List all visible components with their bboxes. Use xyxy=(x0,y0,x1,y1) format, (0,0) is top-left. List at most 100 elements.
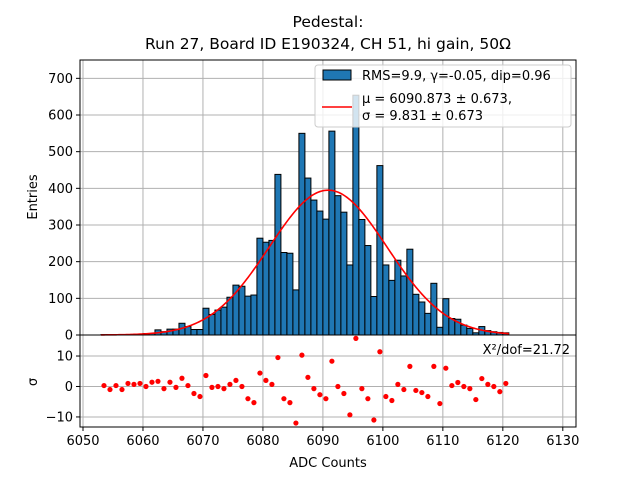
histogram-bar xyxy=(460,324,468,336)
x-tick-label: 6130 xyxy=(546,434,579,449)
x-tick-label: 6090 xyxy=(306,434,339,449)
residual-point xyxy=(353,335,359,341)
residual-point xyxy=(293,420,299,426)
residual-point xyxy=(167,379,173,385)
residual-point xyxy=(161,386,167,392)
histogram-bar xyxy=(376,165,384,336)
histogram-bar xyxy=(196,329,204,336)
histogram-bar xyxy=(226,296,234,336)
chart-title-line1: Pedestal: xyxy=(293,13,364,31)
residual-point xyxy=(119,386,125,393)
histogram-bar xyxy=(430,282,438,336)
x-tick-label: 6120 xyxy=(486,434,519,449)
residual-point xyxy=(437,400,443,407)
residual-point xyxy=(239,383,245,390)
residual-axes-frame xyxy=(79,334,577,428)
residual-point xyxy=(299,352,305,358)
histogram-bar xyxy=(208,313,216,336)
y-tick-label: 400 xyxy=(48,182,73,197)
residual-point xyxy=(131,381,137,387)
histogram-bar xyxy=(328,130,336,336)
histogram-bar xyxy=(340,211,348,336)
chart-title-line2: Run 27, Board ID E190324, CH 51, hi gain… xyxy=(145,35,511,53)
residual-point xyxy=(185,382,191,389)
histogram-bar xyxy=(238,285,246,336)
histogram-bar xyxy=(268,239,276,336)
histogram-bar xyxy=(352,94,360,336)
histogram-bar xyxy=(310,199,318,336)
residual-point xyxy=(431,363,437,369)
residual-point xyxy=(449,382,455,389)
residual-point xyxy=(413,387,419,394)
residual-point xyxy=(473,396,479,403)
residual-point xyxy=(347,412,353,418)
residual-point xyxy=(269,381,275,387)
legend-box xyxy=(314,64,572,128)
x-tick-label: 6060 xyxy=(126,434,159,449)
residual-point xyxy=(395,381,401,387)
histogram-bar xyxy=(412,293,420,336)
residual-point xyxy=(257,370,263,376)
residual-point xyxy=(485,381,491,387)
residual-points xyxy=(101,335,509,426)
histogram-bar xyxy=(256,237,264,336)
residual-point xyxy=(113,382,119,389)
residual-point xyxy=(425,393,431,400)
residual-point xyxy=(143,383,149,390)
chi2-annotation: X²/dof=21.72 xyxy=(483,343,570,358)
y-tick-label: 0 xyxy=(65,329,73,344)
y-tick-label: 100 xyxy=(48,292,73,307)
histogram-bar xyxy=(424,312,432,336)
histogram-bar xyxy=(250,294,258,336)
histogram-bar xyxy=(406,248,414,336)
histogram-bar xyxy=(202,307,210,336)
y-tick-label: 200 xyxy=(48,255,73,270)
residual-point xyxy=(203,372,209,379)
residual-point xyxy=(227,381,233,387)
residual-point xyxy=(461,383,467,390)
residual-point xyxy=(101,382,107,389)
histogram-bar xyxy=(298,132,306,336)
y-tick-label: 500 xyxy=(48,145,73,160)
x-tick-label: 6080 xyxy=(246,434,279,449)
histogram-bar xyxy=(286,252,294,336)
residual-point xyxy=(407,363,413,369)
residual-point xyxy=(197,393,203,400)
histogram-bar xyxy=(394,259,402,336)
residual-point xyxy=(503,380,509,387)
residual-point xyxy=(221,386,227,392)
residual-point xyxy=(371,417,377,423)
residual-point xyxy=(443,365,449,371)
residual-point xyxy=(383,393,389,400)
residual-point xyxy=(329,358,335,364)
y-axis-label-sigma: σ xyxy=(26,378,41,386)
residual-point xyxy=(341,390,347,397)
residual-point xyxy=(389,397,395,404)
residual-point xyxy=(305,374,311,380)
x-tick-label: 6100 xyxy=(366,434,399,449)
gaussian-fit-curve xyxy=(100,189,509,336)
histogram-bar xyxy=(346,264,354,336)
histogram-bar xyxy=(334,195,342,336)
residual-point xyxy=(233,377,239,383)
histogram-bar xyxy=(244,295,252,336)
histogram-bar xyxy=(436,326,444,336)
residual-point xyxy=(125,380,131,387)
histogram-bar xyxy=(388,279,396,336)
histogram-bar xyxy=(322,218,330,336)
residual-point xyxy=(317,392,323,398)
x-axis-label: ADC Counts xyxy=(289,456,367,471)
histogram-bar xyxy=(400,275,408,336)
residual-point xyxy=(137,380,143,387)
residual-point xyxy=(377,349,383,355)
residual-point xyxy=(155,378,161,384)
y-tick-label-residual: 0 xyxy=(65,380,73,395)
y-tick-label: 700 xyxy=(48,72,73,87)
x-tick-label: 6070 xyxy=(186,434,219,449)
y-tick-label: 300 xyxy=(48,219,73,234)
residual-point xyxy=(245,396,251,402)
histogram-bars xyxy=(100,94,510,336)
residual-point xyxy=(491,383,497,390)
residual-point xyxy=(281,396,287,402)
